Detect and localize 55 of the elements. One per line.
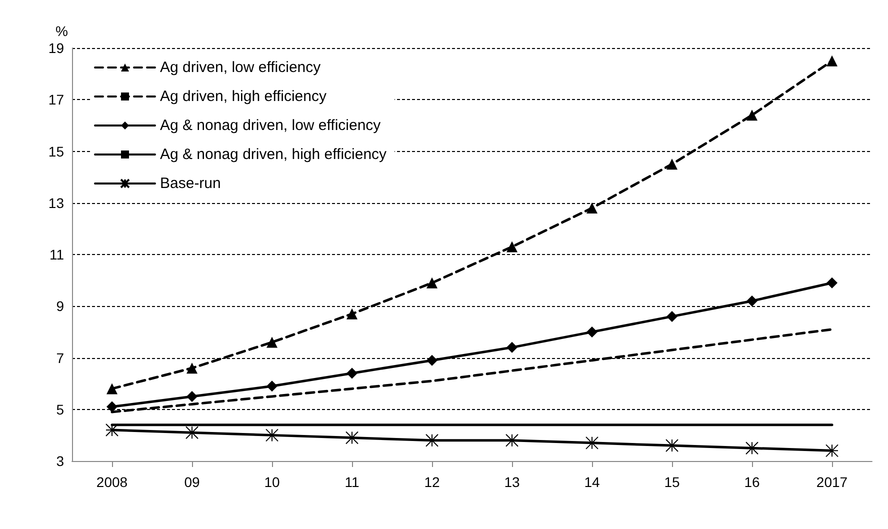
point	[106, 383, 118, 394]
x-tick-label: 15	[664, 474, 680, 490]
point	[746, 110, 758, 121]
point	[266, 428, 278, 442]
y-tick-label: 9	[56, 298, 64, 314]
y-tick-label: 7	[56, 350, 64, 366]
y-tick-label: 3	[56, 453, 64, 469]
y-tick-label: 13	[48, 194, 64, 211]
y-tick-label: 11	[49, 246, 64, 262]
point	[346, 308, 358, 320]
point	[826, 277, 838, 288]
x-tick-label: 11	[344, 474, 360, 490]
point	[826, 444, 838, 458]
point	[506, 241, 518, 252]
point	[106, 424, 118, 437]
x-tick-label: 16	[744, 474, 760, 490]
point	[186, 390, 198, 402]
x-tick-label: 2008	[96, 474, 128, 490]
y-tick-label: 5	[56, 401, 64, 418]
point	[746, 295, 758, 306]
point	[346, 368, 358, 379]
x-tick-label: 14	[584, 474, 600, 490]
point	[586, 326, 598, 338]
point	[426, 277, 438, 288]
legend-label: Ag driven, low efficiency	[160, 59, 322, 76]
point	[506, 342, 518, 353]
point	[426, 434, 438, 447]
legend-label: Ag driven, high efficiency	[160, 88, 327, 105]
y-tick-label: 17	[48, 92, 64, 108]
legend-label: Ag & nonag driven, high efficiency	[160, 146, 388, 163]
point	[746, 442, 758, 455]
point	[186, 426, 198, 440]
point	[666, 158, 678, 170]
point	[106, 401, 118, 412]
point	[266, 380, 278, 392]
legend-label: Base-run	[160, 175, 221, 192]
point	[666, 439, 678, 452]
x-tick-label: 13	[504, 474, 520, 490]
y-tick-label: 19	[48, 40, 64, 56]
point	[186, 362, 198, 374]
point	[666, 310, 678, 322]
x-tick-label: 12	[424, 474, 440, 490]
point	[346, 431, 358, 444]
legend-label: Ag & nonag driven, low efficiency	[160, 117, 382, 134]
point	[266, 336, 278, 348]
point	[426, 354, 438, 366]
y-axis-title: %	[56, 23, 68, 39]
point	[586, 202, 598, 214]
point	[826, 55, 838, 66]
x-tick-label: 09	[184, 474, 200, 490]
x-tick-label: 10	[264, 474, 280, 490]
point	[506, 434, 518, 447]
y-tick-label: 15	[48, 143, 64, 160]
x-tick-label: 2017	[816, 474, 848, 490]
point	[586, 436, 598, 450]
